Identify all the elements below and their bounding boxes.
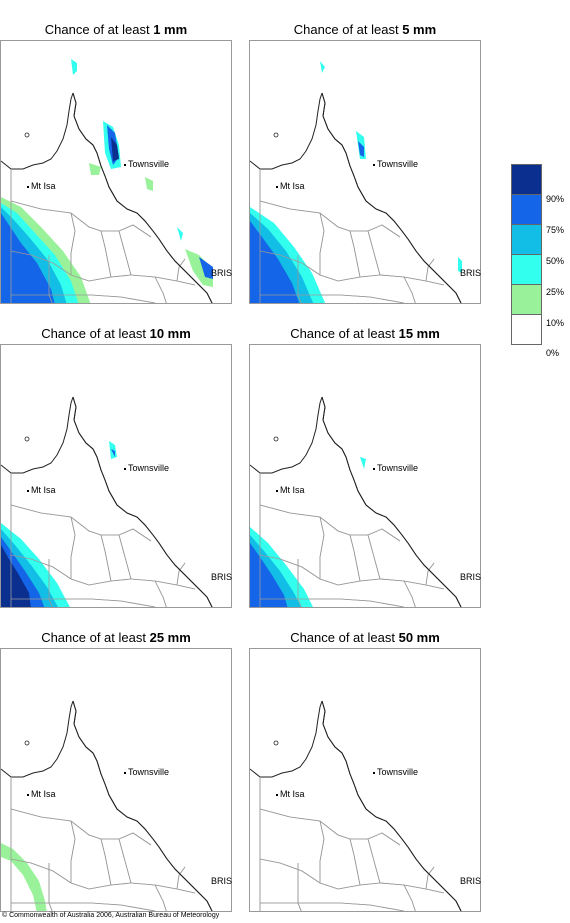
map-panel-10mm [0, 344, 232, 608]
probability-region [111, 137, 119, 161]
probability-overlay [1, 700, 213, 911]
legend-swatch-75 [511, 194, 542, 225]
probability-region [177, 227, 183, 241]
place-label-townsville: Townsville [373, 159, 418, 169]
probability-region [71, 59, 77, 75]
legend-label-90: 90% [546, 194, 565, 204]
place-label-mt-isa: Mt Isa [276, 181, 305, 191]
legend-swatch-50 [511, 224, 542, 255]
place-label-mt-isa: Mt Isa [276, 789, 305, 799]
legend-label-75: 75% [546, 225, 565, 235]
probability-overlay [250, 396, 462, 607]
probability-overlay [250, 61, 462, 303]
legend-swatch-0 [511, 314, 542, 345]
panel-title-5mm: Chance of at least 5 mm [293, 22, 437, 37]
panel-title-50mm: Chance of at least 50 mm [290, 630, 440, 645]
place-label-brisbane: BRIS [211, 268, 233, 278]
probability-region [199, 257, 213, 279]
probability-region [360, 457, 366, 469]
place-label-townsville: Townsville [373, 767, 418, 777]
place-label-townsville: Townsville [373, 463, 418, 473]
probability-overlay [1, 396, 213, 607]
map-panel-50mm [249, 648, 481, 912]
place-label-mt-isa: Mt Isa [27, 485, 56, 495]
copyright-footer: © Commonwealth of Australia 2006, Austra… [2, 912, 220, 919]
place-label-brisbane: BRIS [211, 876, 233, 886]
place-label-townsville: Townsville [124, 159, 169, 169]
probability-region [250, 543, 288, 607]
probability-region [145, 177, 153, 191]
probability-region [458, 257, 462, 273]
probability-region [89, 163, 101, 175]
map-panel-5mm [249, 40, 481, 304]
place-label-brisbane: BRIS [460, 876, 482, 886]
legend-label-0: 0% [546, 348, 560, 358]
legend-swatch-90 [511, 164, 542, 195]
probability-region [1, 545, 31, 607]
map-panel-25mm [0, 648, 232, 912]
panel-title-1mm: Chance of at least 1 mm [44, 22, 188, 37]
probability-region [250, 221, 300, 303]
map-panel-1mm [0, 40, 232, 304]
probability-region [111, 449, 115, 457]
place-label-brisbane: BRIS [460, 268, 482, 278]
place-label-townsville: Townsville [124, 463, 169, 473]
place-label-mt-isa: Mt Isa [27, 181, 56, 191]
probability-region [320, 61, 325, 73]
place-label-brisbane: BRIS [211, 572, 233, 582]
legend-colorbar [511, 164, 542, 345]
place-label-brisbane: BRIS [460, 572, 482, 582]
map-panel-15mm [249, 344, 481, 608]
probability-overlay [259, 700, 462, 911]
place-label-townsville: Townsville [124, 767, 169, 777]
probability-region [1, 843, 47, 911]
legend-swatch-25 [511, 254, 542, 285]
legend-swatch-10 [511, 284, 542, 315]
place-label-mt-isa: Mt Isa [27, 789, 56, 799]
probability-region [358, 141, 364, 157]
legend-label-25: 25% [546, 287, 565, 297]
legend-label-50: 50% [546, 256, 565, 266]
probability-region [1, 213, 55, 303]
panel-title-10mm: Chance of at least 10 mm [41, 326, 191, 341]
legend-label-10: 10% [546, 318, 565, 328]
place-label-mt-isa: Mt Isa [276, 485, 305, 495]
panel-title-15mm: Chance of at least 15 mm [290, 326, 440, 341]
probability-region [185, 249, 213, 287]
panel-title-25mm: Chance of at least 25 mm [41, 630, 191, 645]
probability-overlay [1, 59, 213, 303]
